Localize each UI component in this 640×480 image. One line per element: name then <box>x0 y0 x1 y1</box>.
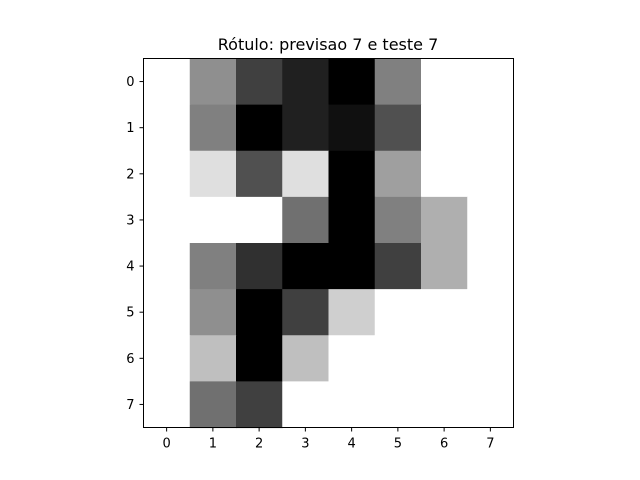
cell-r1-c1 <box>189 104 237 152</box>
cell-r1-c2 <box>236 104 283 152</box>
cell-r2-c0 <box>143 150 191 198</box>
cell-r7-c6 <box>421 381 468 429</box>
y-tick-label-7: 7 <box>126 398 134 413</box>
heatmap-cells <box>143 58 515 429</box>
cell-r7-c2 <box>236 381 283 429</box>
cell-r6-c4 <box>328 335 376 382</box>
y-tick-label-1: 1 <box>126 121 134 136</box>
cell-r4-c0 <box>143 243 191 290</box>
x-tick-label-2: 2 <box>255 437 263 452</box>
cell-r1-c4 <box>328 104 376 152</box>
cell-r2-c1 <box>189 150 237 198</box>
cell-r5-c4 <box>328 289 376 336</box>
cell-r2-c7 <box>467 150 515 198</box>
cell-r3-c1 <box>189 196 237 244</box>
cell-r5-c6 <box>421 289 468 336</box>
cell-r5-c0 <box>143 289 191 336</box>
cell-r1-c5 <box>374 104 422 152</box>
cell-r7-c5 <box>374 381 422 429</box>
plot-area <box>143 58 515 429</box>
y-tick-label-5: 5 <box>126 306 134 321</box>
cell-r7-c3 <box>282 381 330 429</box>
cell-r2-c5 <box>374 150 422 198</box>
y-axis: 0 1 2 3 4 5 6 7 <box>126 75 144 413</box>
cell-r4-c1 <box>189 243 237 290</box>
cell-r1-c6 <box>421 104 468 152</box>
cell-r3-c7 <box>467 196 515 244</box>
cell-r4-c4 <box>328 243 376 290</box>
cell-r2-c6 <box>421 150 468 198</box>
cell-r3-c0 <box>143 196 191 244</box>
x-axis: 0 1 2 3 4 5 6 7 <box>162 427 495 452</box>
cell-r6-c6 <box>421 335 468 382</box>
y-tick-label-0: 0 <box>126 75 134 90</box>
cell-r3-c5 <box>374 196 422 244</box>
cell-r1-c3 <box>282 104 330 152</box>
cell-r0-c7 <box>467 58 515 106</box>
x-tick-label-6: 6 <box>440 437 448 452</box>
x-tick-label-1: 1 <box>209 437 217 452</box>
cell-r4-c3 <box>282 243 330 290</box>
cell-r1-c7 <box>467 104 515 152</box>
cell-r0-c0 <box>143 58 191 106</box>
y-tick-label-6: 6 <box>126 352 134 367</box>
cell-r5-c5 <box>374 289 422 336</box>
cell-r0-c4 <box>328 58 376 106</box>
cell-r0-c3 <box>282 58 330 106</box>
cell-r2-c3 <box>282 150 330 198</box>
y-tick-label-3: 3 <box>126 213 134 228</box>
cell-r7-c4 <box>328 381 376 429</box>
cell-r6-c1 <box>189 335 237 382</box>
cell-r6-c2 <box>236 335 283 382</box>
y-tick-label-4: 4 <box>126 260 134 275</box>
x-tick-label-4: 4 <box>347 437 355 452</box>
cell-r3-c2 <box>236 196 283 244</box>
cell-r3-c4 <box>328 196 376 244</box>
x-tick-label-0: 0 <box>162 437 170 452</box>
cell-r6-c3 <box>282 335 330 382</box>
cell-r0-c6 <box>421 58 468 106</box>
cell-r6-c7 <box>467 335 515 382</box>
cell-r2-c4 <box>328 150 376 198</box>
cell-r0-c5 <box>374 58 422 106</box>
cell-r6-c0 <box>143 335 191 382</box>
cell-r0-c1 <box>189 58 237 106</box>
cell-r7-c0 <box>143 381 191 429</box>
cell-r7-c7 <box>467 381 515 429</box>
cell-r4-c2 <box>236 243 283 290</box>
cell-r2-c2 <box>236 150 283 198</box>
cell-r5-c7 <box>467 289 515 336</box>
cell-r5-c3 <box>282 289 330 336</box>
x-tick-label-7: 7 <box>486 437 494 452</box>
x-tick-label-5: 5 <box>394 437 402 452</box>
chart-title: Rótulo: previsao 7 e teste 7 <box>218 35 439 54</box>
x-tick-label-3: 3 <box>301 437 309 452</box>
cell-r1-c0 <box>143 104 191 152</box>
cell-r0-c2 <box>236 58 283 106</box>
plot-frame <box>143 58 514 428</box>
cell-r3-c3 <box>282 196 330 244</box>
cell-r6-c5 <box>374 335 422 382</box>
cell-r4-c5 <box>374 243 422 290</box>
cell-r5-c2 <box>236 289 283 336</box>
cell-r7-c1 <box>189 381 237 429</box>
cell-r5-c1 <box>189 289 237 336</box>
cell-r4-c6 <box>421 243 468 290</box>
cell-r4-c7 <box>467 243 515 290</box>
cell-r3-c6 <box>421 196 468 244</box>
y-tick-label-2: 2 <box>126 167 134 182</box>
